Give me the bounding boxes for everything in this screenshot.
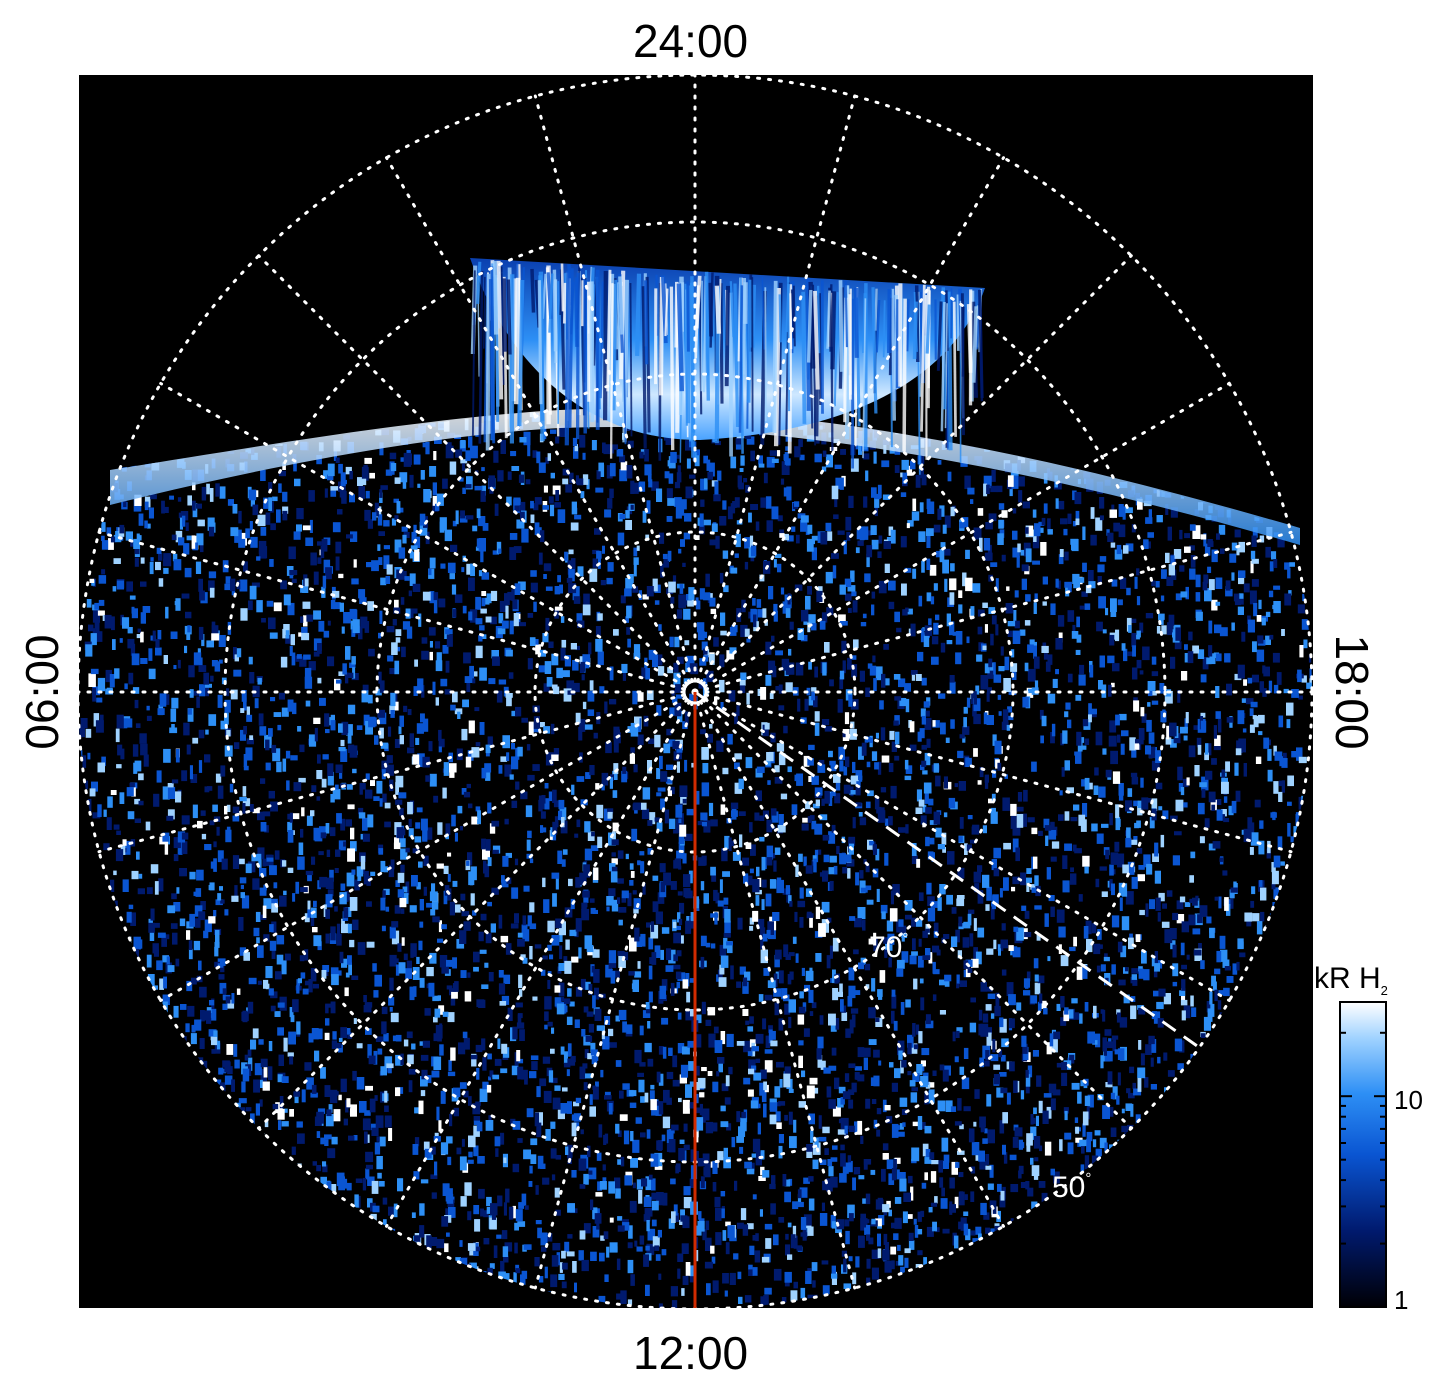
latitude-label-50: 50° — [1052, 1170, 1092, 1204]
local-time-label-midnight: 24:00 — [633, 15, 749, 67]
latitude-value-50: 50 — [1052, 1171, 1086, 1204]
colorbar-tick-1: 1 — [1394, 1285, 1409, 1315]
colorbar-tick-10: 10 — [1394, 1085, 1423, 1115]
pole-marker — [682, 679, 708, 705]
local-time-label-noon: 12:00 — [633, 1327, 749, 1379]
colorbar-title: kR H2 — [1314, 962, 1388, 998]
colorbar-unit-subscript: 2 — [1380, 983, 1388, 998]
latitude-value-70: 70 — [869, 931, 903, 964]
local-time-label-dawn: 06:00 — [16, 634, 68, 750]
coordinate-grid — [76, 73, 1314, 1311]
colorbar — [1339, 1001, 1387, 1308]
degree-symbol: ° — [902, 930, 909, 947]
latitude-label-70: 70° — [869, 930, 909, 964]
auroral-oval — [470, 258, 985, 475]
colorbar-unit: kR H — [1314, 962, 1381, 995]
degree-symbol: ° — [1085, 1170, 1092, 1187]
limb-brightening — [110, 408, 1300, 545]
local-time-label-dusk: 18:00 — [1326, 634, 1378, 750]
colorbar-minor-ticks — [1340, 1031, 1386, 1308]
